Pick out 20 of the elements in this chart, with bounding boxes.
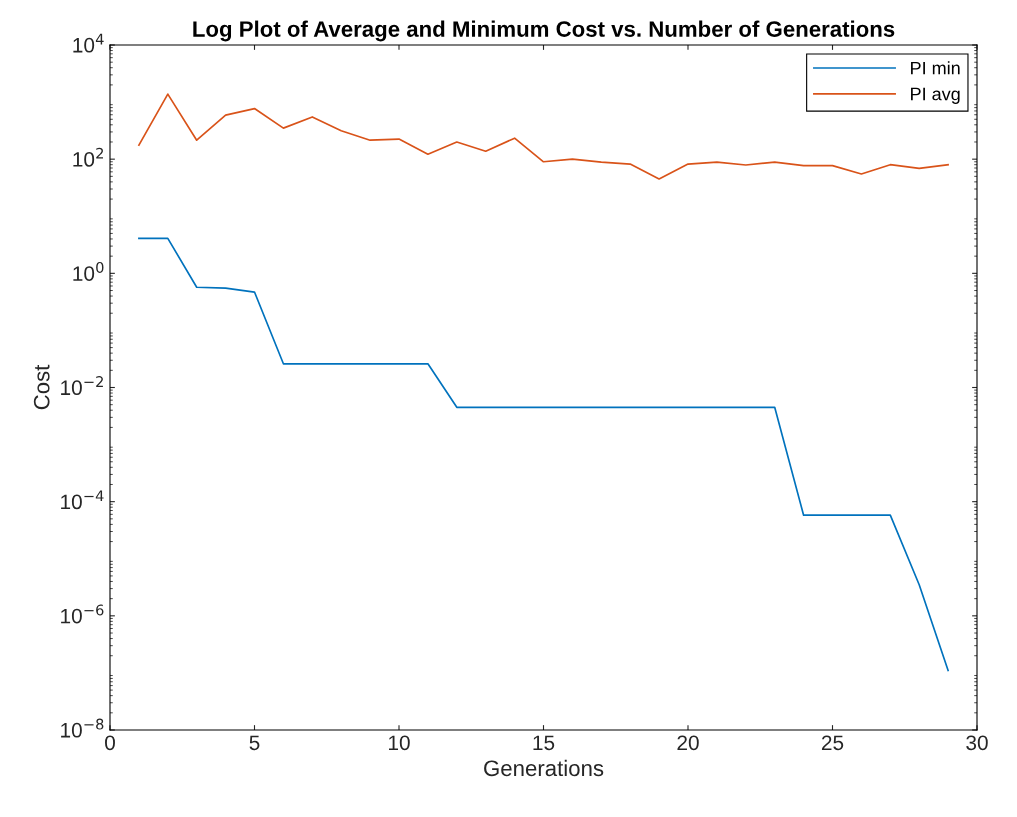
y-axis-title: Cost	[33, 364, 50, 410]
x-axis-title: Generations	[484, 759, 604, 777]
y-tick-label: 10$^{0}$	[73, 261, 104, 281]
x-tick-label: 20	[677, 735, 699, 751]
y-tick-label: 10$^{−2}$	[61, 376, 103, 396]
chart-title: Log Plot of Average and Minimum Cost vs. Number of Generations	[193, 20, 895, 42]
x-tick-label: 10	[389, 735, 410, 751]
y-tick-label: 10$^{−4}$	[61, 490, 104, 510]
y-tick-label: 10$^{4}$	[73, 33, 104, 53]
y-tick-label: 10$^{−6}$	[61, 604, 104, 624]
x-tick-label: 5	[249, 735, 260, 751]
x-tick-label: 0	[105, 735, 115, 751]
legend-label: PI min	[911, 61, 960, 75]
y-tick-label: 10$^{−8}$	[61, 718, 104, 738]
x-tick-label: 25	[821, 735, 844, 751]
legend-label: PI avg	[911, 87, 960, 104]
line-series	[138, 237, 949, 672]
x-tick-label: 30	[966, 735, 988, 751]
x-tick-label: 15	[533, 735, 555, 751]
y-tick-label: 10$^{2}$	[73, 147, 103, 167]
